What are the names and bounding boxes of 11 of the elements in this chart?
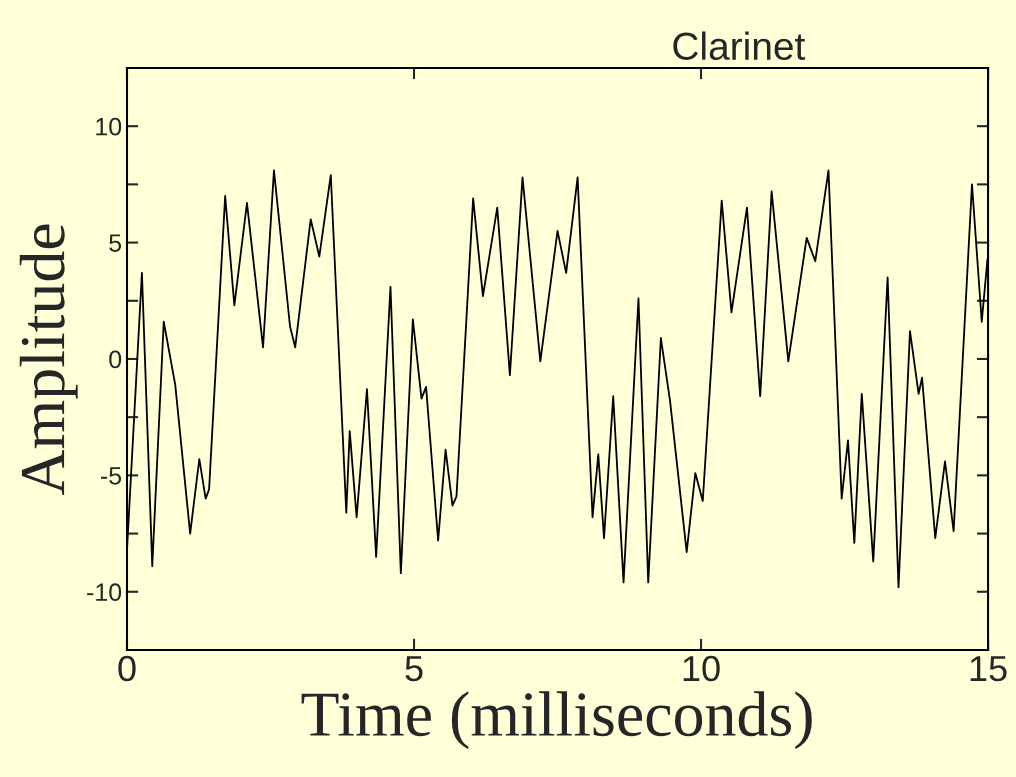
x-tick-label: 15 <box>970 656 1007 682</box>
y-tick-label: -10 <box>87 583 122 602</box>
y-tick-label: 0 <box>109 350 122 369</box>
y-tick-label: -5 <box>101 467 122 485</box>
x-axis-title: Time (milliseconds) <box>301 691 812 750</box>
x-tick-label: 5 <box>405 656 423 682</box>
chart-title: Clarinet <box>673 31 806 61</box>
y-axis-title: Amplitude <box>19 224 78 495</box>
y-tick-label: 5 <box>109 234 122 252</box>
y-tick-label: 10 <box>96 117 122 136</box>
x-tick-label: 10 <box>683 655 720 682</box>
